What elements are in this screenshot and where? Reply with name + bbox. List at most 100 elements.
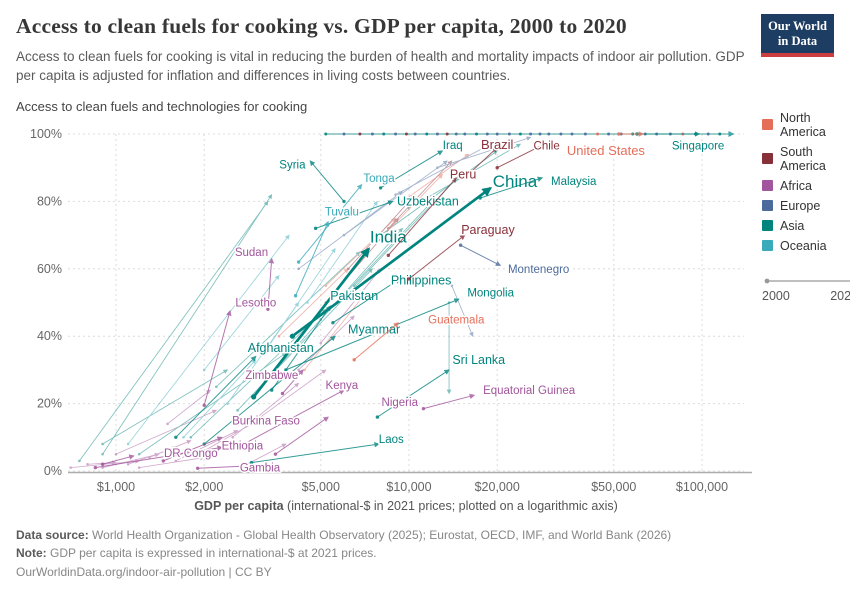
y-tick-label: 20% [37, 396, 62, 410]
legend-item-north-america[interactable]: North America [762, 111, 850, 139]
country-label-brazil: Brazil [481, 136, 514, 151]
legend-label: Oceania [780, 238, 827, 253]
owid-logo-line1: Our World [768, 19, 827, 33]
y-axis-title: Access to clean fuels and technologies f… [16, 98, 308, 114]
country-label-sudan: Sudan [235, 246, 268, 258]
country-label-iraq: Iraq [443, 139, 463, 151]
y-tick-label: 100% [30, 127, 62, 141]
footer-source-line: Data source: World Health Organization -… [16, 526, 834, 545]
owid-logo[interactable]: Our World in Data [761, 14, 834, 57]
country-tonga[interactable]: Tonga [296, 171, 397, 264]
continent-legend: North America South America Africa Europe As… [756, 99, 850, 516]
x-tick-label: $10,000 [386, 480, 431, 494]
footer-citation[interactable]: OurWorldinData.org/indoor-air-pollution … [16, 565, 272, 580]
country-label-united-states: United States [567, 142, 646, 157]
chart-subtitle: Access to clean fuels for cooking is vit… [16, 48, 745, 83]
y-tick-label: 60% [37, 261, 62, 275]
x-tick-label: $2,000 [185, 480, 223, 494]
country-label-kenya: Kenya [326, 380, 359, 392]
country-label-malaysia: Malaysia [551, 176, 597, 188]
legend-label: Europe [780, 198, 821, 213]
y-tick-label: 0% [44, 464, 62, 478]
country-tuvalu[interactable]: Tuvalu [293, 205, 360, 297]
timeline-end-year: 2020 [830, 288, 850, 303]
footer-note-line: Note: GDP per capita is expressed in int… [16, 544, 834, 563]
country-label-lesotho: Lesotho [235, 297, 276, 309]
legend-item-europe[interactable]: Europe [762, 199, 850, 213]
country-label-peru: Peru [450, 167, 476, 181]
country-syria[interactable]: Syria [278, 157, 346, 203]
legend-swatch-icon [762, 180, 773, 192]
country-sri-lanka[interactable]: Sri Lanka [375, 351, 507, 419]
legend-item-south-america[interactable]: South America [762, 145, 850, 173]
legend-label: Africa [780, 178, 812, 193]
x-tick-label: $5,000 [302, 480, 340, 494]
country-label-chile: Chile [534, 140, 560, 152]
country-afghanistan[interactable]: Afghanistan [174, 339, 315, 439]
country-lesotho[interactable]: Lesotho [202, 296, 278, 407]
country-burkina-faso[interactable]: Burkina Faso [161, 413, 301, 463]
country-label-myanmar: Myanmar [348, 322, 400, 336]
legend-label: South America [780, 144, 826, 173]
x-axis-title: GDP per capita (international-$ in 2021 … [194, 499, 618, 513]
country-label-sri-lanka: Sri Lanka [452, 352, 505, 366]
period-timeline: 2000 2020 [762, 275, 850, 303]
country-peru[interactable]: Peru [386, 165, 478, 257]
legend-item-oceania[interactable]: Oceania [762, 239, 850, 253]
country-ethiopia[interactable]: Ethiopia [93, 439, 265, 469]
note-text: GDP per capita is expressed in internati… [46, 546, 377, 561]
country-label-gambia: Gambia [240, 462, 281, 474]
country-nigeria[interactable]: Nigeria [273, 395, 420, 456]
country-chile[interactable]: Chile [495, 138, 561, 169]
legend-swatch-icon [762, 240, 773, 252]
country-label-pakistan: Pakistan [330, 288, 378, 302]
country-label-montenegro: Montenegro [508, 263, 569, 275]
country-guatemala[interactable]: Guatemala [352, 312, 487, 362]
country-brazil[interactable]: Brazil [463, 135, 515, 180]
country-china[interactable]: China [289, 170, 539, 339]
country-philippines[interactable]: Philippines [331, 272, 453, 324]
country-montenegro[interactable]: Montenegro [458, 243, 571, 277]
country-singapore[interactable]: Singapore [635, 130, 726, 153]
country-mongolia[interactable]: Mongolia [284, 285, 516, 372]
country-paraguay[interactable]: Paraguay [407, 221, 517, 281]
x-tick-label: $100,000 [676, 480, 728, 494]
country-label-zimbabwe: Zimbabwe [245, 369, 298, 381]
y-tick-label: 40% [37, 329, 62, 343]
country-label-tuvalu: Tuvalu [325, 206, 359, 218]
country-gambia[interactable]: Gambia [195, 461, 282, 476]
country-iraq[interactable]: Iraq [378, 138, 464, 190]
chart-area: Access to clean fuels and technologies f… [16, 99, 756, 516]
source-label: Data source: [16, 527, 89, 542]
country-uzbekistan[interactable]: Uzbekistan [313, 192, 460, 230]
legend-item-asia[interactable]: Asia [762, 219, 850, 233]
country-label-tonga: Tonga [363, 172, 395, 184]
scatter-plot[interactable]: 0% 20% 40% 60% 80% 100% $1,000 $2,000 $5,000 $10,… [16, 116, 756, 516]
legend-items: North America South America Africa Europe As… [762, 111, 850, 253]
country-label-guatemala: Guatemala [428, 314, 485, 326]
x-tick-label: $1,000 [97, 480, 135, 494]
country-equatorial-guinea[interactable]: Equatorial Guinea [421, 383, 577, 410]
country-label-paraguay: Paraguay [461, 223, 515, 237]
country-laos[interactable]: Laos [249, 432, 405, 464]
legend-swatch-icon [762, 200, 773, 212]
country-kenya[interactable]: Kenya [235, 378, 360, 449]
country-label-equatorial-guinea: Equatorial Guinea [483, 385, 576, 397]
country-united-states[interactable]: United States [565, 130, 647, 159]
legend-item-africa[interactable]: Africa [762, 179, 850, 193]
country-sudan[interactable]: Sudan [233, 245, 275, 311]
country-zimbabwe[interactable]: Zimbabwe [244, 368, 304, 395]
timeline-arrow-icon [764, 278, 850, 283]
owid-logo-line2: in Data [777, 33, 818, 48]
source-text: World Health Organization - Global Healt… [88, 527, 672, 542]
legend-swatch-icon [762, 153, 773, 165]
country-label-ethiopia: Ethiopia [222, 440, 264, 452]
gridlines: 0% 20% 40% 60% 80% 100% $1,000 $2,000 $5,000 $10,… [30, 127, 744, 494]
country-malaysia[interactable]: Malaysia [478, 174, 599, 200]
country-label-afghanistan: Afghanistan [248, 341, 314, 355]
country-label-philippines: Philippines [391, 273, 451, 287]
country-label-china: China [493, 171, 538, 190]
country-myanmar[interactable]: Myanmar [202, 320, 402, 446]
country-dr-congo[interactable]: DR Congo [100, 446, 219, 466]
